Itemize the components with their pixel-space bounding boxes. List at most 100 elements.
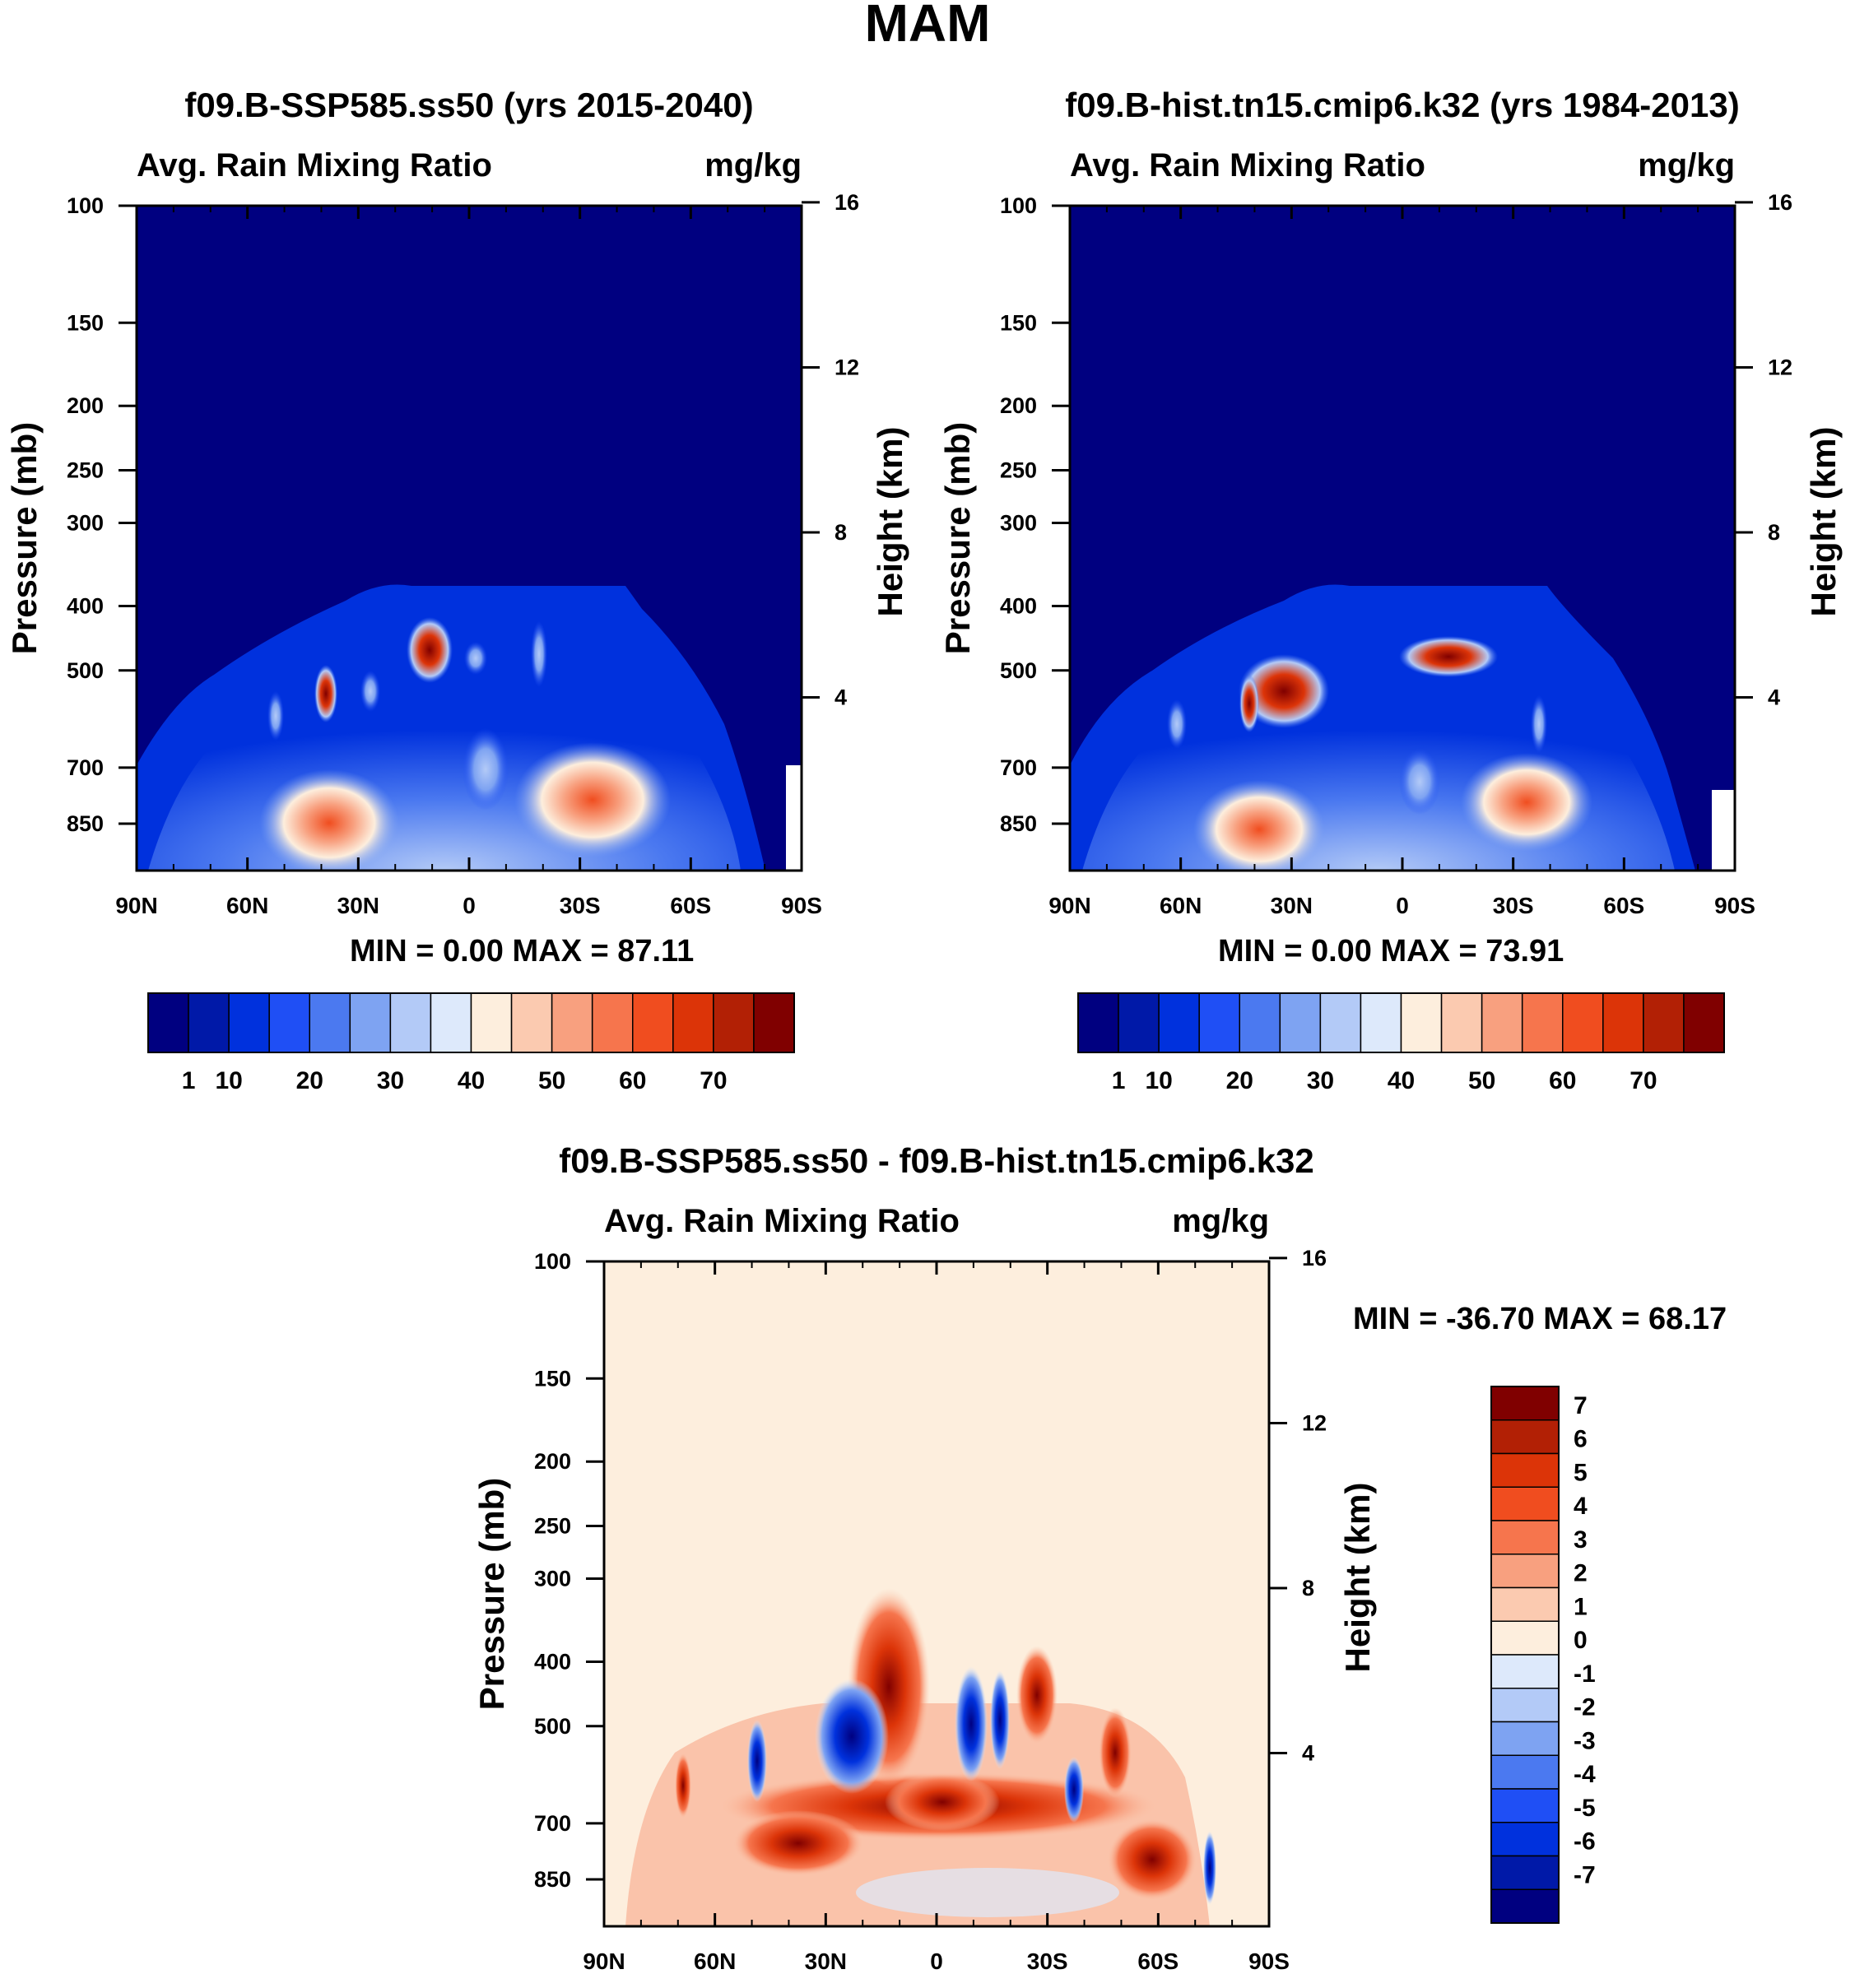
panel-variable-label: Avg. Rain Mixing Ratio: [137, 147, 492, 183]
colorbar-swatch: [1602, 992, 1644, 1053]
colorbar-swatch: [1490, 1688, 1560, 1723]
colorbar-swatch: [1490, 1520, 1560, 1555]
x-tick-label: 30N: [805, 1949, 847, 1974]
missing-data-strip: [1712, 790, 1735, 871]
colorbar-label: 60: [1549, 1067, 1576, 1094]
colorbar-swatch: [1490, 1788, 1560, 1823]
heatmap-field: [1070, 206, 1735, 871]
y-tick-label: 100: [1000, 193, 1037, 218]
y-tick-label: 500: [67, 658, 104, 683]
equatorial-feature: [1399, 749, 1440, 815]
colorbar-swatch: [1683, 992, 1725, 1053]
colorbar-swatch: [430, 992, 472, 1053]
colorbar-swatch: [551, 992, 593, 1053]
colorbar-label: 30: [377, 1067, 404, 1094]
y-right-tick-label: 16: [1302, 1246, 1327, 1270]
colorbar-swatch: [1490, 1486, 1560, 1521]
maximum-north-subtropics: [732, 1810, 864, 1876]
x-tick-label: 60S: [1603, 893, 1644, 918]
y-tick-label: 850: [67, 811, 104, 836]
colorbar-swatch: [1490, 1754, 1560, 1790]
equatorial-feature: [463, 728, 509, 811]
panel-units-label: mg/kg: [704, 147, 802, 183]
colorbar-swatch: [188, 992, 230, 1053]
streak-equator: [464, 642, 487, 675]
colorbar-swatch: [510, 992, 553, 1053]
y-axis-title: Pressure (mb): [472, 1478, 511, 1710]
colorbar-label: 6: [1574, 1426, 1588, 1453]
colorbar-swatch: [1440, 992, 1483, 1053]
colorbar-swatch: [309, 992, 351, 1053]
colorbar-swatch: [672, 992, 714, 1053]
x-tick-label: 90N: [1048, 893, 1090, 918]
colorbar-swatch: [1239, 992, 1281, 1053]
colorbar-swatch: [1198, 992, 1240, 1053]
y-tick-label: 100: [67, 193, 104, 218]
y-tick-label: 700: [67, 755, 104, 780]
y-tick-label: 150: [1000, 310, 1037, 335]
y-axis-title: Pressure (mb): [5, 422, 44, 654]
colorbar-swatch: [389, 992, 432, 1053]
x-tick-label: 90S: [1714, 893, 1755, 918]
x-tick-label: 30S: [1493, 893, 1534, 918]
colorbar-swatch: [1490, 1452, 1560, 1488]
y-tick-label: 250: [67, 458, 104, 483]
colorbar-swatch: [1319, 992, 1362, 1053]
y-right-tick-label: 12: [1302, 1410, 1327, 1435]
colorbar: 1 10 20 30 40 50 60 70: [147, 992, 795, 1094]
x-tick-label: 30S: [1027, 1949, 1068, 1974]
y-tick-label: 850: [534, 1867, 571, 1892]
streak-north-west: [267, 691, 284, 741]
colorbar: 7 6 5 4 3 2 1 0 -1 -2 -3 -4 -5 -6 -7: [1490, 1386, 1596, 1924]
axes: 90N 60N 30N 0 30S 60S 90S 100 150 200 250 300 400 500…: [472, 1246, 1377, 1974]
colorbar-label: -6: [1574, 1828, 1596, 1856]
colorbar-swatch: [753, 992, 795, 1053]
y-tick-label: 700: [534, 1811, 571, 1836]
colorbar-label: -3: [1574, 1727, 1596, 1754]
colorbar-swatch: [1490, 1721, 1560, 1756]
maximum-band-north: [1239, 654, 1329, 728]
colorbar-swatch: [1481, 992, 1523, 1053]
colorbar-swatch: [228, 992, 270, 1053]
x-tick-label: 30S: [560, 893, 601, 918]
colorbar-label: -7: [1574, 1861, 1596, 1888]
panel-units-label: mg/kg: [1638, 147, 1735, 183]
y-right-tick-label: 12: [835, 355, 859, 379]
colorbar-swatch: [1158, 992, 1200, 1053]
panel-variable-label: Avg. Rain Mixing Ratio: [1070, 147, 1425, 183]
x-tick-label: 90S: [1248, 1949, 1290, 1974]
colorbar-frame: [1077, 992, 1725, 1053]
maximum-upper-core: [407, 617, 453, 683]
maximum-south-subtropics: [514, 742, 671, 857]
colorbar-swatch: [591, 992, 634, 1053]
panel-hist: f09.B-hist.tn15.cmip6.k32 (yrs 1984-2013…: [938, 86, 1843, 1094]
colorbar-swatch: [1118, 992, 1160, 1053]
y-tick-label: 150: [534, 1366, 571, 1391]
streak-south: [1531, 695, 1547, 753]
colorbar-label: 0: [1574, 1627, 1588, 1654]
panel-difference: f09.B-SSP585.ss50 - f09.B-hist.tn15.cmip…: [472, 1141, 1727, 1974]
colorbar-label: 1: [1112, 1067, 1126, 1094]
x-tick-label: 0: [1396, 893, 1409, 918]
panel-title: f09.B-SSP585.ss50 (yrs 2015-2040): [184, 86, 753, 124]
maximum-streak-south: [1016, 1646, 1058, 1744]
y-tick-label: 200: [67, 393, 104, 418]
colorbar-label: 30: [1307, 1067, 1334, 1094]
colorbar-label: -5: [1574, 1795, 1596, 1822]
y-tick-label: 500: [1000, 658, 1037, 683]
y-tick-label: 400: [1000, 593, 1037, 618]
colorbar-swatch: [1521, 992, 1564, 1053]
y-tick-label: 250: [1000, 458, 1037, 483]
colorbar-swatch: [1490, 1654, 1560, 1689]
colorbar-label: 40: [1388, 1067, 1415, 1094]
y-tick-label: 500: [534, 1714, 571, 1739]
colorbar-swatch: [147, 992, 189, 1053]
minimum-streak-2: [990, 1670, 1010, 1769]
colorbar-swatch: [268, 992, 310, 1053]
colorbar-label: 40: [458, 1067, 485, 1094]
page-title: MAM: [865, 0, 991, 53]
y-tick-label: 100: [534, 1249, 571, 1274]
maximum-streak-far-south: [1099, 1707, 1132, 1798]
colorbar-swatch: [1490, 1855, 1560, 1890]
y-tick-label: 400: [67, 593, 104, 618]
